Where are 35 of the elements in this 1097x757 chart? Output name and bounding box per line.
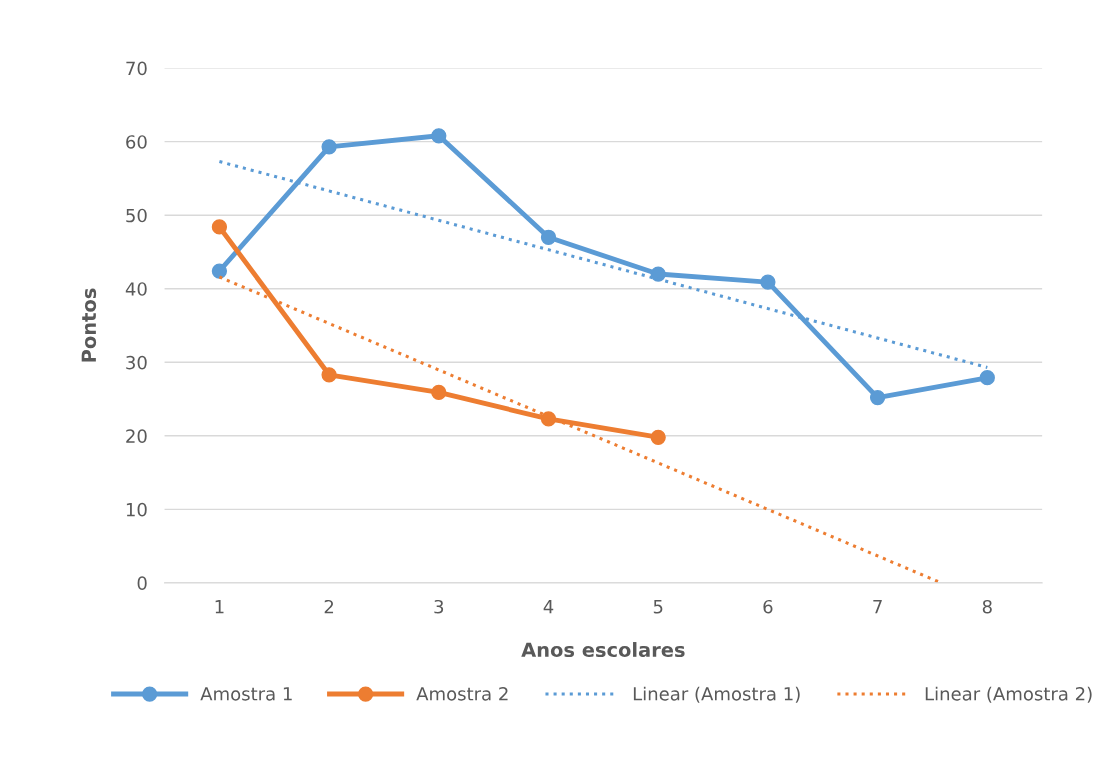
x-tick-label: 1: [215, 600, 224, 614]
point: [650, 429, 666, 445]
x-tick-label: 2: [324, 599, 334, 614]
y-tick-label: 0: [137, 576, 147, 591]
y-tick-label: 10: [126, 502, 147, 517]
point: [321, 367, 337, 383]
x-tick-label: 5: [653, 600, 663, 614]
point: [650, 266, 666, 282]
point: [211, 263, 228, 279]
x-tick-label: 8: [982, 599, 992, 614]
x-tick-label: 4: [543, 600, 554, 614]
legend-label: Linear (Amostra 2): [925, 686, 1092, 703]
legend-label: Amostra 1: [200, 687, 292, 701]
y-tick-label: 50: [126, 208, 147, 223]
point: [321, 139, 337, 155]
point: [540, 411, 557, 427]
y-tick-label: 30: [126, 355, 147, 370]
x-axis-title: Anos escolares: [521, 642, 685, 658]
x-tick-label: 7: [873, 600, 882, 614]
point: [540, 229, 557, 245]
y-tick-label: 40: [125, 282, 147, 296]
y-tick-label: 60: [126, 135, 147, 149]
y-axis-title: Pontos: [81, 288, 97, 362]
x-tick-label: 6: [763, 599, 773, 614]
point: [869, 389, 886, 406]
legend-label: Amostra 2: [416, 686, 508, 701]
point: [211, 219, 228, 235]
y-tick-label: 20: [126, 429, 147, 443]
y-tick-label: 70: [126, 61, 147, 76]
point: [979, 370, 995, 386]
point: [431, 128, 447, 144]
point: [431, 384, 447, 401]
point: [760, 274, 776, 290]
x-tick-label: 3: [434, 599, 444, 614]
legend-label: Linear (Amostra 1): [633, 686, 800, 703]
